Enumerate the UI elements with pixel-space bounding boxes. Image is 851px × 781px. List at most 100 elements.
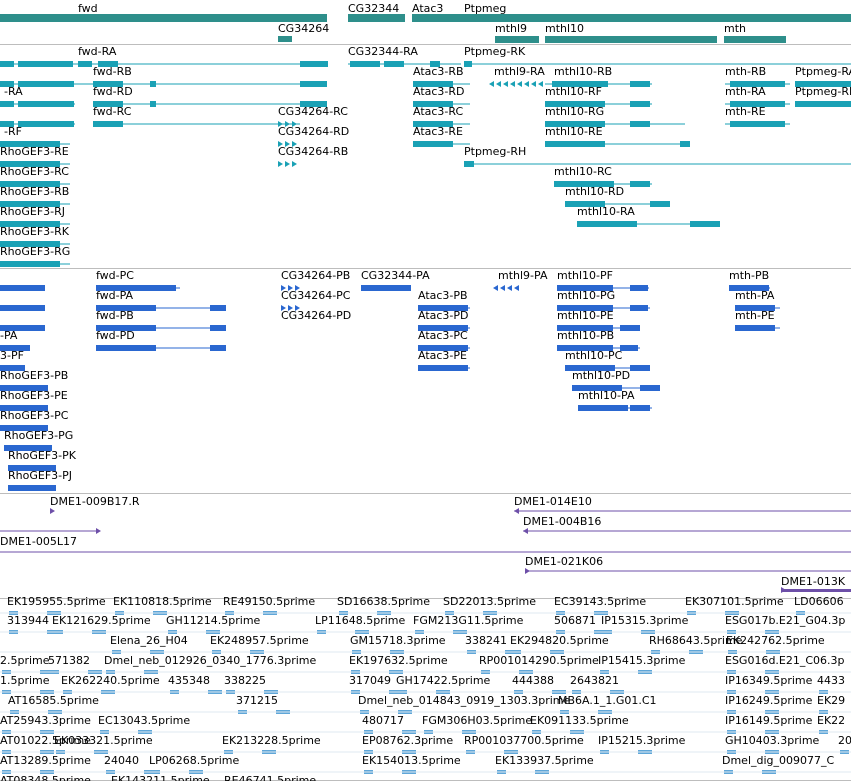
feature-label[interactable]: AT13289.5prime [0,754,91,767]
exon-block[interactable] [93,101,123,107]
exon-block[interactable] [640,385,660,391]
feature-label[interactable]: RhoGEF3-RC [0,165,69,178]
feature-label[interactable]: 313944 [7,614,49,627]
feature-label[interactable]: mth-PA [735,289,775,302]
exon-block[interactable] [18,61,73,67]
feature-label[interactable]: EK22 [817,714,846,727]
feature-label[interactable]: SD16638.5prime [337,595,430,608]
feature-label[interactable]: 435348 [168,674,210,687]
exon-arrow[interactable] [292,161,297,167]
feature-label[interactable]: EK262240.5prime [61,674,160,687]
exon-block[interactable] [0,261,60,267]
exon-block[interactable] [413,141,453,147]
exon-block[interactable] [630,181,650,187]
feature-label[interactable]: mthl10-PC [565,349,623,362]
feature-label[interactable]: EC13043.5prime [98,714,191,727]
feature-label[interactable]: EK307101.5prime [685,595,784,608]
exon-block[interactable] [210,305,226,311]
exon-arrow[interactable] [514,285,519,291]
feature-label[interactable]: IP16249.5prime [725,694,813,707]
exon-block[interactable] [577,221,637,227]
exon-arrow[interactable] [538,81,543,87]
gene-bar[interactable] [495,36,539,43]
feature-label[interactable]: Atac3 [412,2,444,15]
exon-block[interactable] [93,81,123,87]
feature-label[interactable]: -RF [4,125,22,138]
feature-label[interactable]: EP08762.3prime [362,734,454,747]
feature-label[interactable]: AT16585.5prime [8,694,99,707]
feature-label[interactable]: EK154013.5prime [362,754,461,767]
exon-block[interactable] [0,181,60,187]
feature-label[interactable]: mthl10 [545,22,585,35]
exon-block[interactable] [96,285,176,291]
feature-label[interactable]: EK242762.5prime [726,634,825,647]
feature-label[interactable]: Atac3-PC [418,329,468,342]
feature-label[interactable]: 480717 [362,714,404,727]
exon-block[interactable] [96,325,156,331]
exon-arrow[interactable] [524,81,529,87]
feature-label[interactable]: ESG017b.E21_G04.3p [725,614,846,627]
feature-label[interactable]: EK110818.5prime [113,595,212,608]
feature-label[interactable]: EK294820.5prime [510,634,609,647]
feature-label[interactable]: Ptpmeg-RK [464,45,526,58]
feature-label[interactable]: 571382 [48,654,90,667]
exon-block[interactable] [557,305,613,311]
feature-label[interactable]: DME1-005L17 [0,535,77,548]
feature-label[interactable]: Atac3-RC [413,105,464,118]
exon-block[interactable] [0,61,14,67]
exon-block[interactable] [0,345,30,351]
feature-label[interactable]: Ptpmeg-RH [464,145,527,158]
feature-label[interactable]: DME1-004B16 [523,515,602,528]
feature-label[interactable]: Atac3-PD [418,309,469,322]
feature-label[interactable]: SD22013.5prime [443,595,536,608]
feature-label[interactable]: RE49150.5prime [223,595,316,608]
feature-label[interactable]: EK29 [817,694,846,707]
exon-arrow[interactable] [500,285,505,291]
gene-bar[interactable] [545,36,717,43]
feature-label[interactable]: 206 [838,734,851,747]
exon-block[interactable] [0,365,25,371]
exon-arrow[interactable] [285,141,290,147]
feature-label[interactable]: 3-PF [0,349,24,362]
feature-label[interactable]: RhoGEF3-PB [0,369,69,382]
feature-label[interactable]: CG34264-PD [281,309,352,322]
exon-block[interactable] [0,121,14,127]
feature-label[interactable]: EK248957.5prime [210,634,309,647]
exon-block[interactable] [361,285,411,291]
exon-block[interactable] [630,285,648,291]
exon-block[interactable] [545,101,605,107]
feature-label[interactable]: LP06268.5prime [149,754,240,767]
feature-label[interactable]: IP15315.3prime [601,614,689,627]
feature-label[interactable]: mth-RB [725,65,767,78]
exon-block[interactable] [4,445,52,451]
exon-arrow[interactable] [489,81,494,87]
exon-arrow[interactable] [507,285,512,291]
gene-bar[interactable] [348,14,405,22]
strand-arrow[interactable] [50,508,55,514]
exon-arrow[interactable] [295,305,300,311]
feature-label[interactable]: EK195955.5prime [7,595,106,608]
feature-label[interactable]: Dmel_dig_009077_C [722,754,835,767]
exon-arrow[interactable] [288,305,293,311]
feature-label[interactable]: 2643821 [570,674,619,687]
feature-label[interactable]: CG34264 [278,22,330,35]
exon-block[interactable] [795,81,851,87]
exon-block[interactable] [384,61,404,67]
feature-label[interactable]: Atac3-PE [418,349,467,362]
exon-block[interactable] [735,305,775,311]
feature-label[interactable]: 317049 [349,674,391,687]
exon-block[interactable] [18,121,74,127]
feature-label[interactable]: EK213228.5prime [222,734,321,747]
feature-label[interactable]: 444388 [512,674,554,687]
exon-block[interactable] [630,81,650,87]
exon-block[interactable] [552,81,608,87]
feature-label[interactable]: fwd-RB [93,65,132,78]
exon-block[interactable] [554,181,614,187]
feature-label[interactable]: EK121629.5prime [52,614,151,627]
feature-label[interactable]: RhoGEF3-RG [0,245,71,258]
feature-label[interactable]: 4433 [817,674,845,687]
feature-label[interactable]: mthl10-RF [545,85,602,98]
exon-block[interactable] [620,345,638,351]
feature-label[interactable]: RhoGEF3-RJ [0,205,66,218]
exon-block[interactable] [630,365,650,371]
